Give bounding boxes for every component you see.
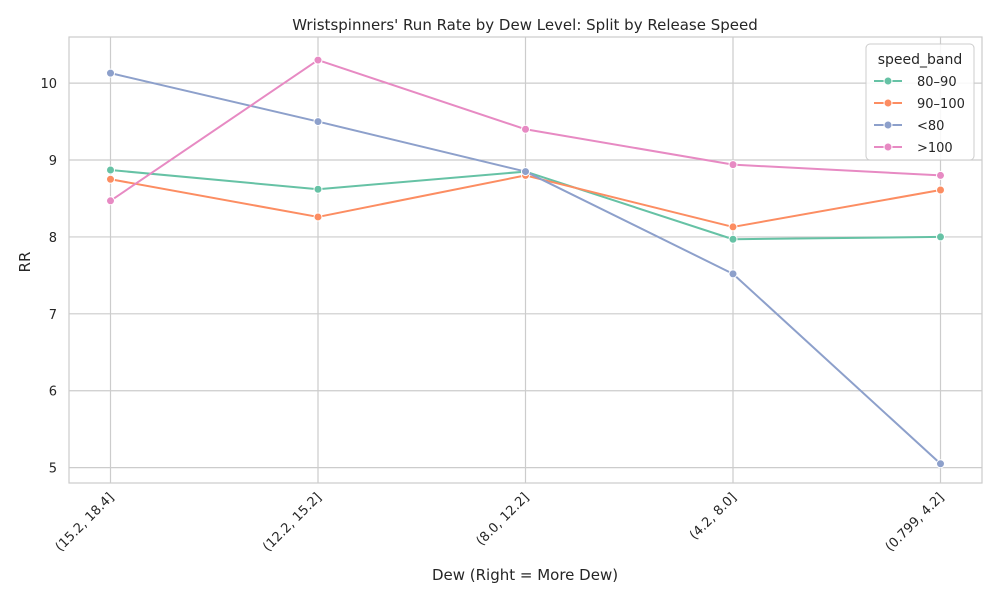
legend-box (865, 43, 975, 161)
legend-swatch-marker (883, 76, 893, 86)
chart-title: Wristspinners' Run Rate by Dew Level: Sp… (292, 16, 758, 34)
data-point (936, 170, 945, 180)
x-axis-label: Dew (Right = More Dew) (432, 566, 618, 584)
data-point (313, 117, 323, 127)
y-tick-label: 8 (49, 231, 57, 246)
x-tick-label: (8.0, 12.2] (474, 490, 533, 549)
legend-label: >100 (917, 141, 953, 156)
legend: speed_band 80–90 90–100 <80 >100 (865, 43, 975, 161)
x-axis-ticks: (15.2, 18.4] (12.2, 15.2] (8.0, 12.2] (4.2,… (53, 490, 948, 555)
data-point (521, 124, 530, 134)
y-tick-label: 6 (49, 385, 57, 400)
y-tick-label: 5 (49, 462, 57, 477)
grid (69, 37, 982, 483)
legend-swatch-marker (883, 120, 893, 130)
legend-item: >100 (874, 141, 953, 156)
y-tick-label: 10 (40, 77, 57, 92)
legend-label: <80 (917, 119, 944, 134)
data-point (106, 68, 115, 78)
legend-swatch-marker (883, 142, 893, 152)
legend-item: 90–100 (874, 97, 965, 112)
data-point (521, 167, 530, 177)
legend-swatch-marker (883, 98, 893, 108)
data-point (106, 165, 115, 175)
data-point (728, 160, 738, 170)
data-point (936, 185, 945, 195)
series-4 (106, 55, 945, 206)
plot-area (68, 36, 983, 484)
data-point (106, 196, 115, 206)
y-tick-label: 9 (49, 154, 57, 169)
y-tick-label: 7 (49, 308, 57, 323)
data-point (728, 269, 738, 279)
x-tick-label: (12.2, 15.2] (260, 490, 325, 555)
series-3 (106, 68, 945, 469)
legend-label: 90–100 (917, 97, 965, 112)
x-tick-label: (15.2, 18.4] (53, 490, 118, 555)
data-point (728, 234, 738, 244)
data-point (936, 459, 945, 469)
x-tick-label: (0.799, 4.2] (883, 490, 948, 555)
y-axis-label: RR (16, 252, 34, 273)
legend-title: speed_band (878, 52, 963, 68)
x-tick-label: (4.2, 8.0] (687, 490, 740, 543)
y-axis-ticks: 5 6 7 8 9 10 (40, 77, 57, 476)
series-layer (106, 55, 945, 469)
legend-items: 80–90 90–100 <80 >100 (874, 75, 965, 156)
data-point (936, 232, 945, 242)
data-point (728, 222, 738, 232)
legend-item: <80 (874, 119, 944, 134)
data-point (313, 55, 323, 65)
legend-item: 80–90 (874, 75, 957, 90)
data-point (313, 184, 323, 194)
legend-label: 80–90 (917, 75, 957, 90)
data-point (313, 212, 323, 222)
data-point (106, 174, 115, 184)
